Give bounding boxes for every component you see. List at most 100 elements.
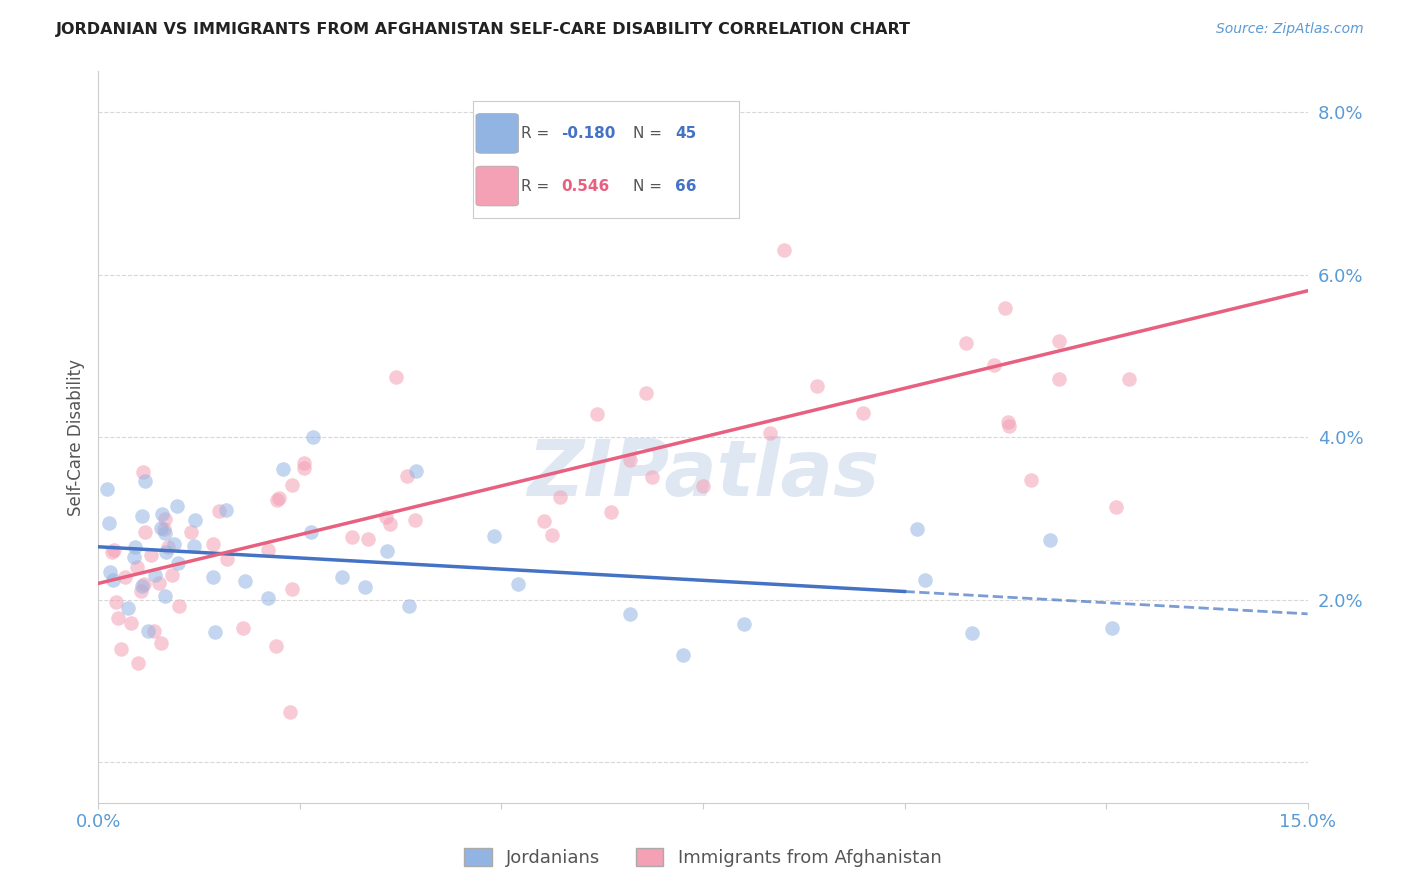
Text: Source: ZipAtlas.com: Source: ZipAtlas.com [1216, 22, 1364, 37]
Point [772, 243, 794, 257]
Point [378, 516, 401, 531]
Point [641, 470, 664, 484]
Point [508, 577, 530, 591]
Point [340, 530, 363, 544]
Point [586, 407, 609, 421]
Point [375, 543, 398, 558]
Point [257, 591, 280, 605]
Point [482, 529, 505, 543]
Point [131, 579, 153, 593]
Point [257, 542, 280, 557]
Point [96, 482, 118, 496]
Point [398, 599, 420, 613]
Point [405, 464, 427, 478]
Point [202, 570, 225, 584]
Point [139, 549, 162, 563]
Point [150, 636, 173, 650]
Point [132, 577, 155, 591]
Point [166, 499, 188, 513]
Point [232, 621, 254, 635]
Point [97, 516, 120, 530]
Point [149, 521, 172, 535]
Point [129, 583, 152, 598]
Point [997, 415, 1019, 429]
Point [103, 573, 125, 587]
Point [1019, 474, 1042, 488]
Point [202, 537, 225, 551]
Point [1101, 621, 1123, 635]
Point [619, 453, 641, 467]
Point [672, 648, 695, 662]
Point [117, 601, 139, 615]
Point [281, 582, 304, 597]
Point [375, 510, 398, 524]
Text: ZIPatlas: ZIPatlas [527, 435, 879, 512]
Point [103, 543, 125, 558]
Point [134, 524, 156, 539]
Point [692, 479, 714, 493]
Point [962, 625, 984, 640]
Point [101, 545, 124, 559]
Point [278, 705, 301, 719]
Point [208, 504, 231, 518]
Point [264, 639, 287, 653]
Point [292, 456, 315, 470]
Point [153, 523, 176, 537]
Point [183, 513, 205, 527]
Point [110, 641, 132, 656]
Point [180, 525, 202, 540]
Point [136, 624, 159, 638]
Y-axis label: Self-Care Disability: Self-Care Disability [66, 359, 84, 516]
Point [215, 503, 238, 517]
Point [852, 407, 875, 421]
Point [404, 513, 426, 527]
Point [533, 514, 555, 528]
Point [132, 466, 155, 480]
Point [301, 430, 323, 444]
Point [396, 468, 419, 483]
Point [143, 567, 166, 582]
Point [1118, 371, 1140, 385]
Point [955, 336, 977, 351]
Point [122, 549, 145, 564]
Point [167, 599, 190, 613]
Point [155, 589, 177, 603]
Point [204, 624, 226, 639]
Point [299, 525, 322, 540]
Point [148, 576, 170, 591]
Point [120, 616, 142, 631]
Point [267, 491, 290, 505]
Point [163, 537, 186, 551]
Point [541, 528, 564, 542]
Point [548, 490, 571, 504]
Point [806, 379, 828, 393]
Point [167, 556, 190, 570]
Point [759, 425, 782, 440]
Point [143, 624, 166, 638]
Point [733, 616, 755, 631]
Point [1039, 533, 1062, 547]
Point [271, 462, 294, 476]
Point [183, 539, 205, 553]
Point [105, 595, 128, 609]
Text: JORDANIAN VS IMMIGRANTS FROM AFGHANISTAN SELF-CARE DISABILITY CORRELATION CHART: JORDANIAN VS IMMIGRANTS FROM AFGHANISTAN… [56, 22, 911, 37]
Point [914, 573, 936, 587]
Point [127, 657, 149, 671]
Point [160, 567, 183, 582]
Point [107, 611, 129, 625]
Point [332, 570, 354, 584]
Point [1105, 500, 1128, 515]
Point [385, 369, 408, 384]
Point [1047, 334, 1070, 349]
Point [131, 508, 153, 523]
Point [150, 507, 173, 521]
Point [357, 532, 380, 546]
Point [235, 574, 257, 589]
Point [134, 474, 156, 488]
Point [114, 570, 136, 584]
Point [124, 540, 146, 554]
Point [983, 358, 1005, 372]
Point [125, 559, 148, 574]
Point [281, 478, 304, 492]
Point [266, 492, 288, 507]
